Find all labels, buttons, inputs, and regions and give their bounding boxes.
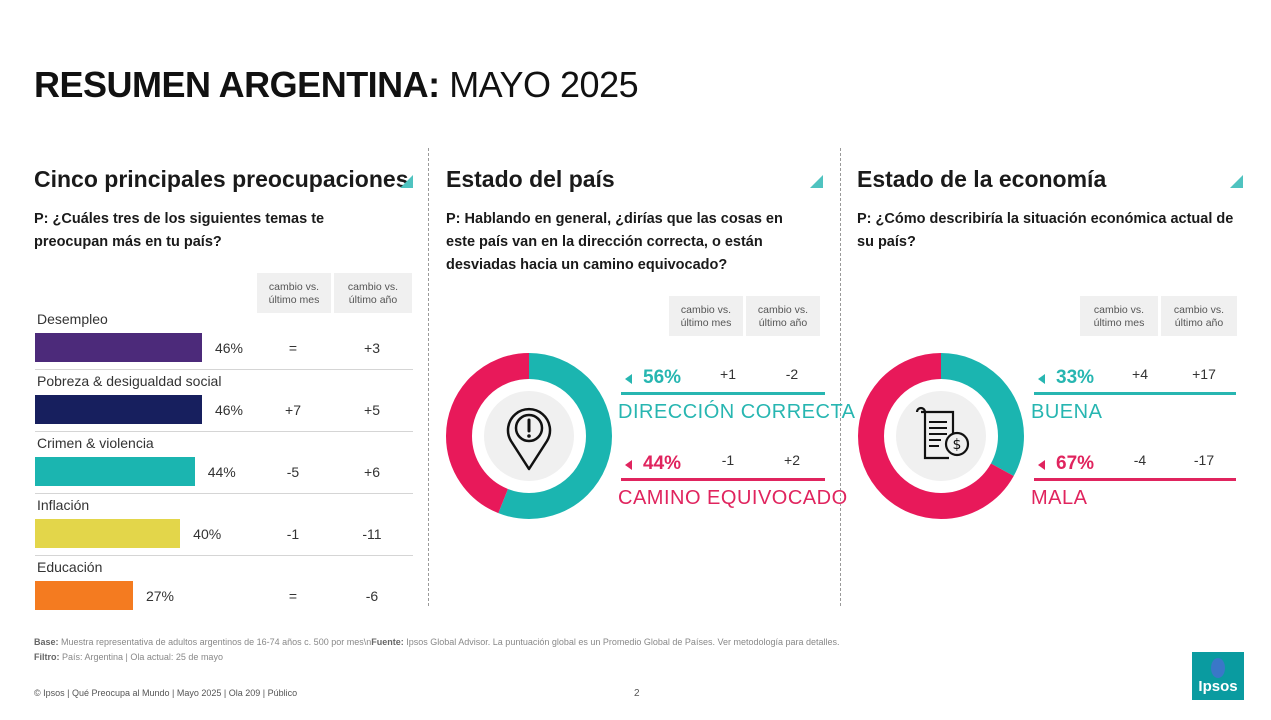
donut-value-label: 67% <box>1056 453 1095 474</box>
left-triangle-icon <box>625 460 632 470</box>
donut-slice <box>858 353 1024 519</box>
change-year-value: -17 <box>1193 452 1215 468</box>
ipsos-logo: Ipsos <box>1192 652 1244 700</box>
bar <box>35 581 134 610</box>
bar-category-label: Crimen & violencia <box>37 435 154 451</box>
bar-category-label: Pobreza & desigualdad social <box>37 373 222 389</box>
donut-category-label: BUENA <box>1031 401 1103 423</box>
row-divider <box>35 493 413 494</box>
change-year-value: +3 <box>364 340 380 356</box>
header-change-year: cambio vs. último año <box>746 296 820 336</box>
change-year-value: +6 <box>364 464 380 480</box>
header-change-year: cambio vs. último año <box>334 273 412 313</box>
change-year-value: +5 <box>364 402 380 418</box>
bar-value-label: 27% <box>145 588 175 604</box>
triangle-corner-icon <box>810 175 823 188</box>
bar-value-label: 40% <box>193 526 222 542</box>
donut-center <box>896 391 986 481</box>
legend-underline <box>621 478 825 481</box>
row-divider <box>35 369 413 370</box>
section-title-estado-pais: Estado del país <box>446 166 615 192</box>
column-divider <box>840 148 841 606</box>
page-title: RESUMEN ARGENTINA: MAYO 2025 <box>34 64 639 106</box>
footer-text: © Ipsos | Qué Preocupa al Mundo | Mayo 2… <box>34 688 298 698</box>
change-month-value: = <box>288 340 298 356</box>
section-title-preocupaciones: Cinco principales preocupaciones <box>34 166 409 192</box>
donut-category-label: MALA <box>1031 487 1088 509</box>
bar <box>35 395 202 424</box>
donut-slice <box>446 353 612 519</box>
svg-text:$: $ <box>953 437 962 453</box>
question-preocupaciones: P: ¿Cuáles tres de los siguientes temas … <box>34 211 325 250</box>
left-triangle-icon <box>1038 460 1045 470</box>
left-triangle-icon <box>625 374 632 384</box>
change-month-value: -4 <box>1133 452 1147 468</box>
bill-dollar-icon: $ <box>915 406 970 460</box>
page-number: 2 <box>634 688 640 699</box>
left-triangle-icon <box>1038 374 1045 384</box>
change-year-value: -6 <box>365 588 379 604</box>
logo-text: Ipsos <box>1198 678 1238 695</box>
page-title-date: MAYO 2025 <box>449 64 639 105</box>
bar <box>35 333 202 362</box>
bar-category-label: Inflación <box>37 497 90 513</box>
donut-chart-estado-pais <box>446 353 612 519</box>
triangle-corner-icon <box>400 175 413 188</box>
donut-value-label: 56% <box>643 367 682 388</box>
triangle-corner-icon <box>1230 175 1243 188</box>
change-year-value: +17 <box>1192 366 1216 382</box>
change-year-value: -2 <box>785 366 799 382</box>
donut-category-label: DIRECCIÓN CORRECTA <box>618 401 856 423</box>
row-divider <box>35 431 413 432</box>
bar-value-label: 44% <box>207 464 236 480</box>
header-change-month: cambio vs. último mes <box>1080 296 1158 336</box>
donut-value-label: 33% <box>1056 367 1095 388</box>
legend-underline <box>1034 478 1236 481</box>
header-change-month: cambio vs. último mes <box>257 273 331 313</box>
change-month-value: +7 <box>285 402 301 418</box>
legend-underline <box>1034 392 1236 395</box>
legend-underline <box>621 392 825 395</box>
donut-chart-estado-economia <box>858 353 1024 519</box>
change-month-value: -5 <box>286 464 300 480</box>
bar-category-label: Desempleo <box>37 311 108 327</box>
bar <box>35 457 195 486</box>
page-title-main: RESUMEN ARGENTINA: <box>34 64 440 105</box>
change-month-value: +4 <box>1132 366 1148 382</box>
section-title-estado-economia: Estado de la economía <box>857 166 1107 192</box>
donut-value-label: 44% <box>643 453 682 474</box>
header-change-year: cambio vs. último año <box>1161 296 1237 336</box>
change-month-value: +1 <box>720 366 736 382</box>
location-alert-icon <box>506 407 552 471</box>
logo-mark <box>1211 658 1225 678</box>
bar-category-label: Educación <box>37 559 103 575</box>
donut-category-label: CAMINO EQUIVOCADO <box>618 487 848 509</box>
question-estado-economia: P: ¿Cómo describiría la situación económ… <box>857 211 1234 250</box>
bar-value-label: 46% <box>214 340 243 356</box>
change-month-value: = <box>288 588 298 604</box>
change-month-value: -1 <box>286 526 300 542</box>
change-month-value: -1 <box>721 452 735 468</box>
row-divider <box>35 555 413 556</box>
question-estado-pais: P: Hablando en general, ¿dirías que las … <box>446 211 783 273</box>
footnote: Base: Muestra representativa de adultos … <box>34 637 840 662</box>
change-year-value: -11 <box>362 526 382 542</box>
column-divider <box>428 148 429 606</box>
header-change-month: cambio vs. último mes <box>669 296 743 336</box>
bar <box>35 519 181 548</box>
bar-value-label: 46% <box>214 402 243 418</box>
change-year-value: +2 <box>784 452 800 468</box>
